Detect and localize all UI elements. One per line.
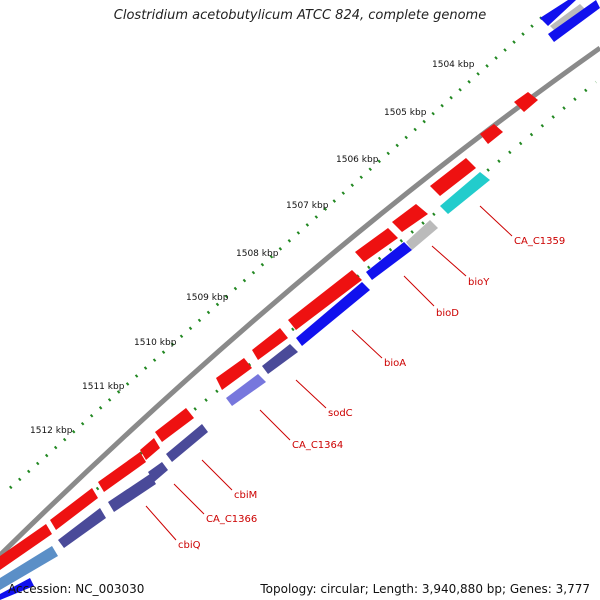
cds-bioD <box>366 242 412 280</box>
gene-arrow <box>514 92 538 112</box>
leader-CA_C1366 <box>173 483 205 515</box>
outer-tick-dots <box>9 10 549 490</box>
genome-backbone <box>0 45 600 559</box>
gene-arrow <box>50 488 98 530</box>
leader-bioA <box>351 329 383 359</box>
cds-grey-top <box>550 4 586 32</box>
cds-lower-3 <box>0 578 34 600</box>
gene-label-CA_C1359[interactable]: CA_C1359 <box>514 236 565 247</box>
tick-label-1504: 1504 kbp <box>432 60 475 70</box>
gene-arrow <box>252 328 288 360</box>
cds-sodC <box>262 344 298 374</box>
gene-arrow <box>216 358 252 390</box>
gene-label-sodC[interactable]: sodC <box>328 408 353 419</box>
leader-bioD <box>403 275 435 307</box>
gene-arrow <box>155 408 194 442</box>
cds-blue-top2 <box>548 0 600 42</box>
gene-arrow <box>98 452 146 492</box>
gene-label-cbiQ[interactable]: cbiQ <box>178 540 201 551</box>
accession-text: Accession: NC_003030 <box>8 582 145 596</box>
tick-label-1507: 1507 kbp <box>286 201 329 211</box>
gene-label-CA_C1364[interactable]: CA_C1364 <box>292 440 343 451</box>
cds-blue-top <box>540 0 576 26</box>
label-leaders <box>145 205 513 541</box>
tick-label-1512: 1512 kbp <box>30 426 73 436</box>
gene-label-CA_C1366[interactable]: CA_C1366 <box>206 514 257 525</box>
cds-lower-2 <box>0 546 58 590</box>
gene-arrow <box>0 524 52 570</box>
gene-label-bioA[interactable]: bioA <box>384 358 406 369</box>
map-title: Clostridium acetobutylicum ATCC 824, com… <box>113 8 487 23</box>
gene-arrow <box>480 124 503 144</box>
kbp-tick-labels: 1504 kbp 1505 kbp 1506 kbp 1507 kbp 1508… <box>30 60 475 436</box>
gene-arrow <box>288 270 362 330</box>
gene-label-bioD[interactable]: bioD <box>436 308 459 319</box>
tick-label-1511: 1511 kbp <box>82 382 125 392</box>
gene-arrow <box>392 204 428 232</box>
cds-CA_C1364 <box>226 374 266 406</box>
gene-arrow <box>140 438 160 460</box>
cds-cbiM <box>166 424 208 462</box>
tick-label-1505: 1505 kbp <box>384 108 427 118</box>
gene-arrow <box>355 228 398 262</box>
cds-bioA <box>296 282 370 346</box>
tick-label-1509: 1509 kbp <box>186 293 229 303</box>
gene-labels: CA_C1359 bioY bioD bioA sodC CA_C1364 cb… <box>178 236 565 551</box>
tick-label-1508: 1508 kbp <box>236 249 279 259</box>
cds-CA_C1359 <box>440 172 490 214</box>
top-right-features <box>540 0 600 42</box>
tick-label-1506: 1506 kbp <box>336 155 379 165</box>
leader-bioY <box>431 245 467 277</box>
cds-bioY <box>406 220 438 250</box>
cds-features <box>0 172 490 600</box>
cds-CA_C1366 <box>148 462 168 482</box>
leader-CA_C1364 <box>259 409 291 441</box>
cds-cbiQ <box>108 474 156 512</box>
gene-label-bioY[interactable]: bioY <box>468 277 490 288</box>
leader-cbiQ <box>145 505 177 541</box>
topology-text: Topology: circular; Length: 3,940,880 bp… <box>260 582 590 596</box>
leader-sodC <box>295 379 327 409</box>
gene-label-cbiM[interactable]: cbiM <box>234 490 257 501</box>
tick-label-1510: 1510 kbp <box>134 338 177 348</box>
gene-arrow <box>430 158 476 196</box>
leader-cbiM <box>201 459 233 491</box>
cds-lower-1 <box>58 508 106 548</box>
leader-CA_C1359 <box>479 205 513 237</box>
map-footer: Accession: NC_003030 Topology: circular;… <box>0 578 600 600</box>
forward-genes <box>0 92 538 570</box>
